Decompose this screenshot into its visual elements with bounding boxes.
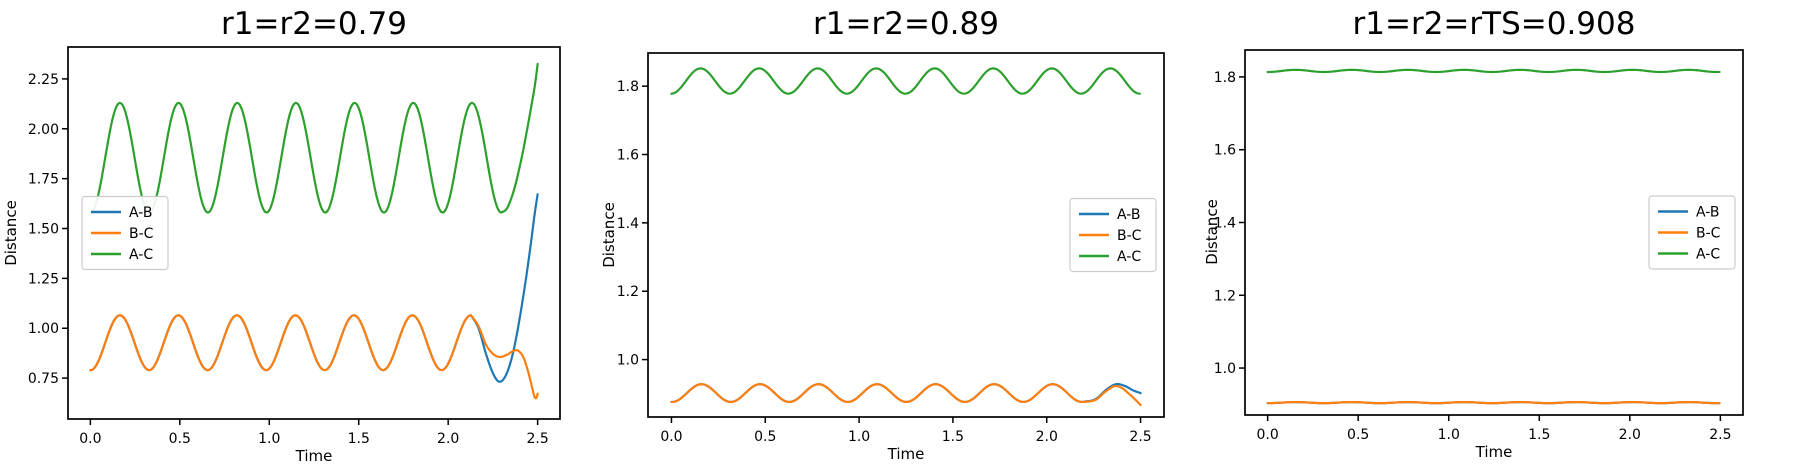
legend-label-A-C: A-C	[129, 247, 153, 263]
y-tick-label: 1.00	[28, 321, 59, 337]
chart-3-svg: r1=r2=rTS=0.908 Time Distance 0.0 0.5 1.0 1…	[1204, 6, 1744, 461]
chart-1-y-axis-label: Distance	[2, 200, 20, 266]
chart-2-plot-area: 0.0 0.5 1.0 1.5 2.0 2.51.01.21.41.61.8A-BB-CA…	[617, 52, 1165, 445]
y-tick-label: 1.2	[617, 284, 639, 300]
legend-box	[1069, 197, 1157, 273]
y-tick-label: 1.6	[1214, 143, 1236, 159]
series-line-A-C	[89, 62, 539, 214]
y-tick-label: 1.8	[617, 79, 639, 95]
x-tick-label: 1.5	[942, 429, 964, 445]
x-tick-label: 2.0	[1619, 427, 1641, 443]
chart-3-y-axis-label: Distance	[1204, 199, 1221, 265]
legend: A-B B-C A-C	[81, 195, 169, 271]
chart-3-plot-area: 0.0 0.5 1.0 1.5 2.0 2.51.01.21.41.61.8A-BB-CA…	[1214, 49, 1744, 443]
axes-spines	[647, 52, 1165, 418]
series-line-B-C	[1266, 400, 1721, 405]
chart-3-x-axis-label: Time	[1475, 443, 1513, 461]
legend: A-B B-C A-C	[1069, 197, 1157, 273]
y-tick-label: 0.75	[28, 371, 59, 387]
series-line-A-C	[670, 67, 1141, 95]
y-tick-label: 1.0	[617, 353, 639, 369]
axes-spines	[1244, 49, 1744, 416]
y-tick-label: 1.2	[1214, 288, 1236, 304]
chart-2-title: r1=r2=0.89	[813, 6, 999, 42]
y-tick-label: 2.00	[28, 122, 59, 138]
chart-2-svg: r1=r2=0.89 Time Distance 0.0 0.5 1.0 1.5 2.0…	[602, 6, 1165, 463]
legend-label-A-C: A-C	[1696, 247, 1720, 263]
y-tick-label: 1.4	[617, 216, 639, 232]
x-axis-ticks: 0.0 0.5 1.0 1.5 2.0 2.5	[79, 419, 549, 447]
x-axis-ticks: 0.0 0.5 1.0 1.5 2.0 2.5	[1257, 415, 1731, 443]
legend-label-B-C: B-C	[1696, 226, 1721, 242]
series-line-B-C	[670, 383, 1142, 407]
x-tick-label: 1.0	[848, 429, 870, 445]
chart-3-title: r1=r2=rTS=0.908	[1353, 6, 1636, 42]
legend-box	[1648, 195, 1736, 270]
legend-label-A-C: A-C	[1117, 249, 1141, 265]
x-tick-label: 1.0	[258, 431, 280, 447]
legend-label-B-C: B-C	[1117, 228, 1142, 244]
chart-panel-1: r1=r2=0.79 Time Distance 0.0 0.5 1.0 1.5 2.0…	[0, 0, 602, 472]
x-tick-label: 1.0	[1438, 427, 1460, 443]
x-tick-label: 2.5	[527, 431, 549, 447]
legend-label-B-C: B-C	[129, 226, 154, 242]
series-line-B-C	[89, 314, 539, 400]
legend: A-B B-C A-C	[1648, 195, 1736, 270]
x-tick-label: 0.0	[660, 429, 682, 445]
chart-1-plot-area: 0.0 0.5 1.0 1.5 2.0 2.5 0.75 1.00 1.25 1.50 1.75 2.…	[28, 46, 561, 447]
y-tick-label: 1.25	[28, 271, 59, 287]
x-tick-label: 2.0	[1036, 429, 1058, 445]
x-tick-label: 0.5	[169, 431, 191, 447]
x-tick-label: 0.5	[754, 429, 776, 445]
x-tick-label: 1.5	[1528, 427, 1550, 443]
chart-panel-3: r1=r2=rTS=0.908 Time Distance 0.0 0.5 1.0 1…	[1204, 0, 1807, 472]
x-axis-ticks: 0.0 0.5 1.0 1.5 2.0 2.5	[660, 417, 1152, 445]
y-tick-label: 1.4	[1214, 215, 1236, 231]
y-axis-ticks: 1.0 1.2 1.4 1.6 1.8	[617, 79, 648, 369]
chart-2-x-axis-label: Time	[887, 445, 925, 463]
chart-1-svg: r1=r2=0.79 Time Distance 0.0 0.5 1.0 1.5 2.0…	[2, 6, 561, 465]
y-tick-label: 1.8	[1214, 70, 1236, 86]
x-tick-label: 0.5	[1347, 427, 1369, 443]
y-tick-label: 1.0	[1214, 361, 1236, 377]
axes-spines	[67, 46, 561, 420]
series-line-A-C	[1266, 68, 1721, 74]
legend-label-A-B: A-B	[129, 205, 152, 221]
chart-2-y-axis-label: Distance	[602, 202, 618, 268]
legend-label-A-B: A-B	[1117, 207, 1140, 223]
series-line-A-B	[670, 382, 1142, 404]
chart-1-x-axis-label: Time	[295, 447, 333, 465]
chart-1-title: r1=r2=0.79	[221, 6, 407, 42]
y-axis-ticks: 1.0 1.2 1.4 1.6 1.8	[1214, 70, 1245, 377]
y-tick-label: 2.25	[28, 72, 59, 88]
x-tick-label: 2.5	[1709, 427, 1731, 443]
y-tick-label: 1.50	[28, 222, 59, 238]
x-tick-label: 0.0	[79, 431, 101, 447]
y-tick-label: 1.6	[617, 148, 639, 164]
x-tick-label: 0.0	[1257, 427, 1279, 443]
legend-label-A-B: A-B	[1696, 205, 1719, 221]
x-tick-label: 1.5	[348, 431, 370, 447]
chart-panel-2: r1=r2=0.89 Time Distance 0.0 0.5 1.0 1.5 2.0…	[602, 0, 1204, 472]
x-tick-label: 2.0	[437, 431, 459, 447]
y-axis-ticks: 0.75 1.00 1.25 1.50 1.75 2.00 2.25	[28, 72, 68, 387]
x-tick-label: 2.5	[1129, 429, 1151, 445]
legend-box	[81, 195, 169, 271]
y-tick-label: 1.75	[28, 172, 59, 188]
